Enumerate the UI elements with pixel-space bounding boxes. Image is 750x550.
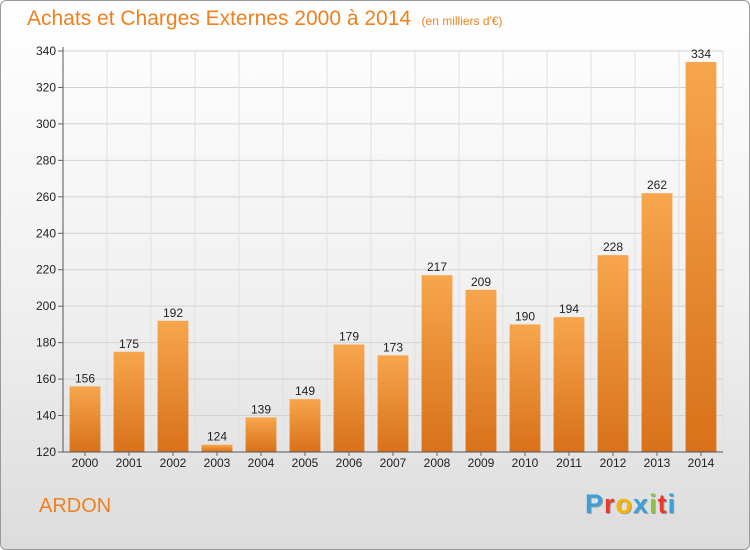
proxiti-logo[interactable]: Proxiti [585,489,676,520]
data-label: 262 [647,178,667,192]
bar [465,289,497,452]
x-tick-label: 2014 [688,456,715,470]
bar [157,320,189,452]
x-tick-label: 2011 [556,456,582,470]
data-label: 139 [251,402,271,416]
x-tick-label: 2009 [468,456,495,470]
data-label: 217 [427,260,447,274]
y-tick-label: 240 [36,226,56,240]
x-tick-label: 2003 [204,456,231,470]
data-label: 228 [603,240,623,254]
data-label: 334 [691,47,711,61]
bar [641,193,673,452]
data-label: 156 [75,371,95,385]
bar [69,386,101,452]
y-tick-label: 200 [36,299,56,313]
logo-letter: o [615,489,634,519]
y-tick-label: 320 [36,80,56,94]
logo-letter: r [604,489,616,519]
bar [597,255,629,452]
data-label: 209 [471,275,491,289]
x-tick-label: 2001 [116,456,143,470]
data-label: 173 [383,340,403,354]
x-tick-label: 2013 [644,456,671,470]
data-label: 179 [339,329,359,343]
x-tick-label: 2010 [512,456,539,470]
data-label: 194 [559,302,579,316]
x-tick-label: 2012 [600,456,627,470]
x-tick-label: 2007 [380,456,407,470]
logo-letter: x [633,489,650,519]
y-tick-label: 120 [36,445,56,459]
y-tick-label: 160 [36,372,56,386]
x-tick-label: 2004 [248,456,275,470]
y-tick-label: 220 [36,263,56,277]
x-tick-label: 2005 [292,456,319,470]
x-tick-label: 2008 [424,456,451,470]
data-label: 149 [295,384,315,398]
bar [333,344,365,452]
logo-letter: i [649,489,658,519]
bar [289,399,321,452]
title-text: Achats et Charges Externes 2000 à 2014 [27,7,412,30]
y-tick-label: 280 [36,153,56,167]
data-label: 124 [207,430,227,444]
bars [69,61,717,452]
bar [553,317,585,452]
bar [509,324,541,452]
x-tick-label: 2006 [336,456,363,470]
data-label: 192 [163,306,183,320]
y-tick-label: 140 [36,409,56,423]
x-tick-label: 2002 [160,456,187,470]
data-label: 190 [515,309,535,323]
axes [58,47,723,456]
y-tick-label: 180 [36,336,56,350]
y-tick-label: 300 [36,117,56,131]
logo-letter: P [585,489,605,519]
bar [377,355,409,452]
logo-letter: i [667,489,677,519]
y-tick-label: 260 [36,190,56,204]
labels: 120 140 160 180 200 220 240 260 280 300 320 340 156 2… [36,44,715,470]
x-tick-label: 2000 [72,456,99,470]
commune-name: ARDON [39,495,112,517]
bar [245,417,277,452]
bar [421,275,453,452]
y-tick-label: 340 [36,44,56,58]
data-label: 175 [119,337,139,351]
bar [113,351,145,452]
title-unit: (en milliers d'€) [421,14,503,28]
chart-title: Achats et Charges Externes 2000 à 2014 (… [27,7,503,31]
logo-letter: t [657,489,668,519]
bar [685,61,717,452]
bar [201,444,233,452]
